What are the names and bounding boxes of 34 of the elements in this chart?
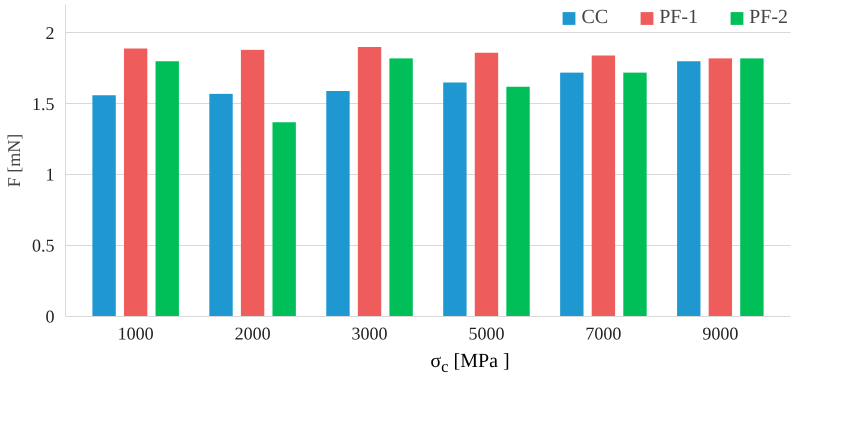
bar	[124, 48, 148, 316]
y-axis-title: F [mN]	[4, 134, 24, 188]
bar	[272, 122, 296, 316]
y-tick-label: 1.5	[32, 94, 54, 114]
bar	[92, 95, 116, 316]
x-axis-title: σ$_{c}$ [MPa ]	[430, 349, 510, 378]
x-tick-label: 3000	[352, 324, 388, 344]
y-tick-label: 0.5	[32, 236, 54, 256]
bar	[592, 56, 616, 316]
y-tick-label: 1	[46, 164, 54, 185]
y-tick-label: 0	[46, 306, 54, 326]
bar	[740, 58, 764, 316]
bar	[677, 61, 700, 316]
bar	[506, 86, 530, 316]
x-tick-label: 2000	[234, 324, 271, 344]
bar	[443, 82, 467, 316]
bar	[240, 50, 264, 316]
bar	[708, 58, 732, 316]
bar	[474, 52, 498, 316]
bar	[326, 91, 350, 316]
x-tick-label: 5000	[468, 324, 504, 344]
bar	[358, 47, 382, 316]
x-tick-label: 7000	[585, 324, 622, 344]
bar	[623, 72, 647, 316]
y-tick-label: 2	[46, 22, 54, 43]
legend-label: PF-1	[659, 6, 698, 29]
bar	[389, 58, 413, 316]
bar	[156, 61, 179, 316]
bar	[209, 94, 233, 316]
x-tick-label: 1000	[118, 324, 154, 344]
legend-label: PF-2	[749, 6, 788, 29]
x-tick-label: 9000	[702, 324, 738, 344]
legend-label: CC	[582, 6, 608, 29]
bar	[560, 72, 584, 316]
